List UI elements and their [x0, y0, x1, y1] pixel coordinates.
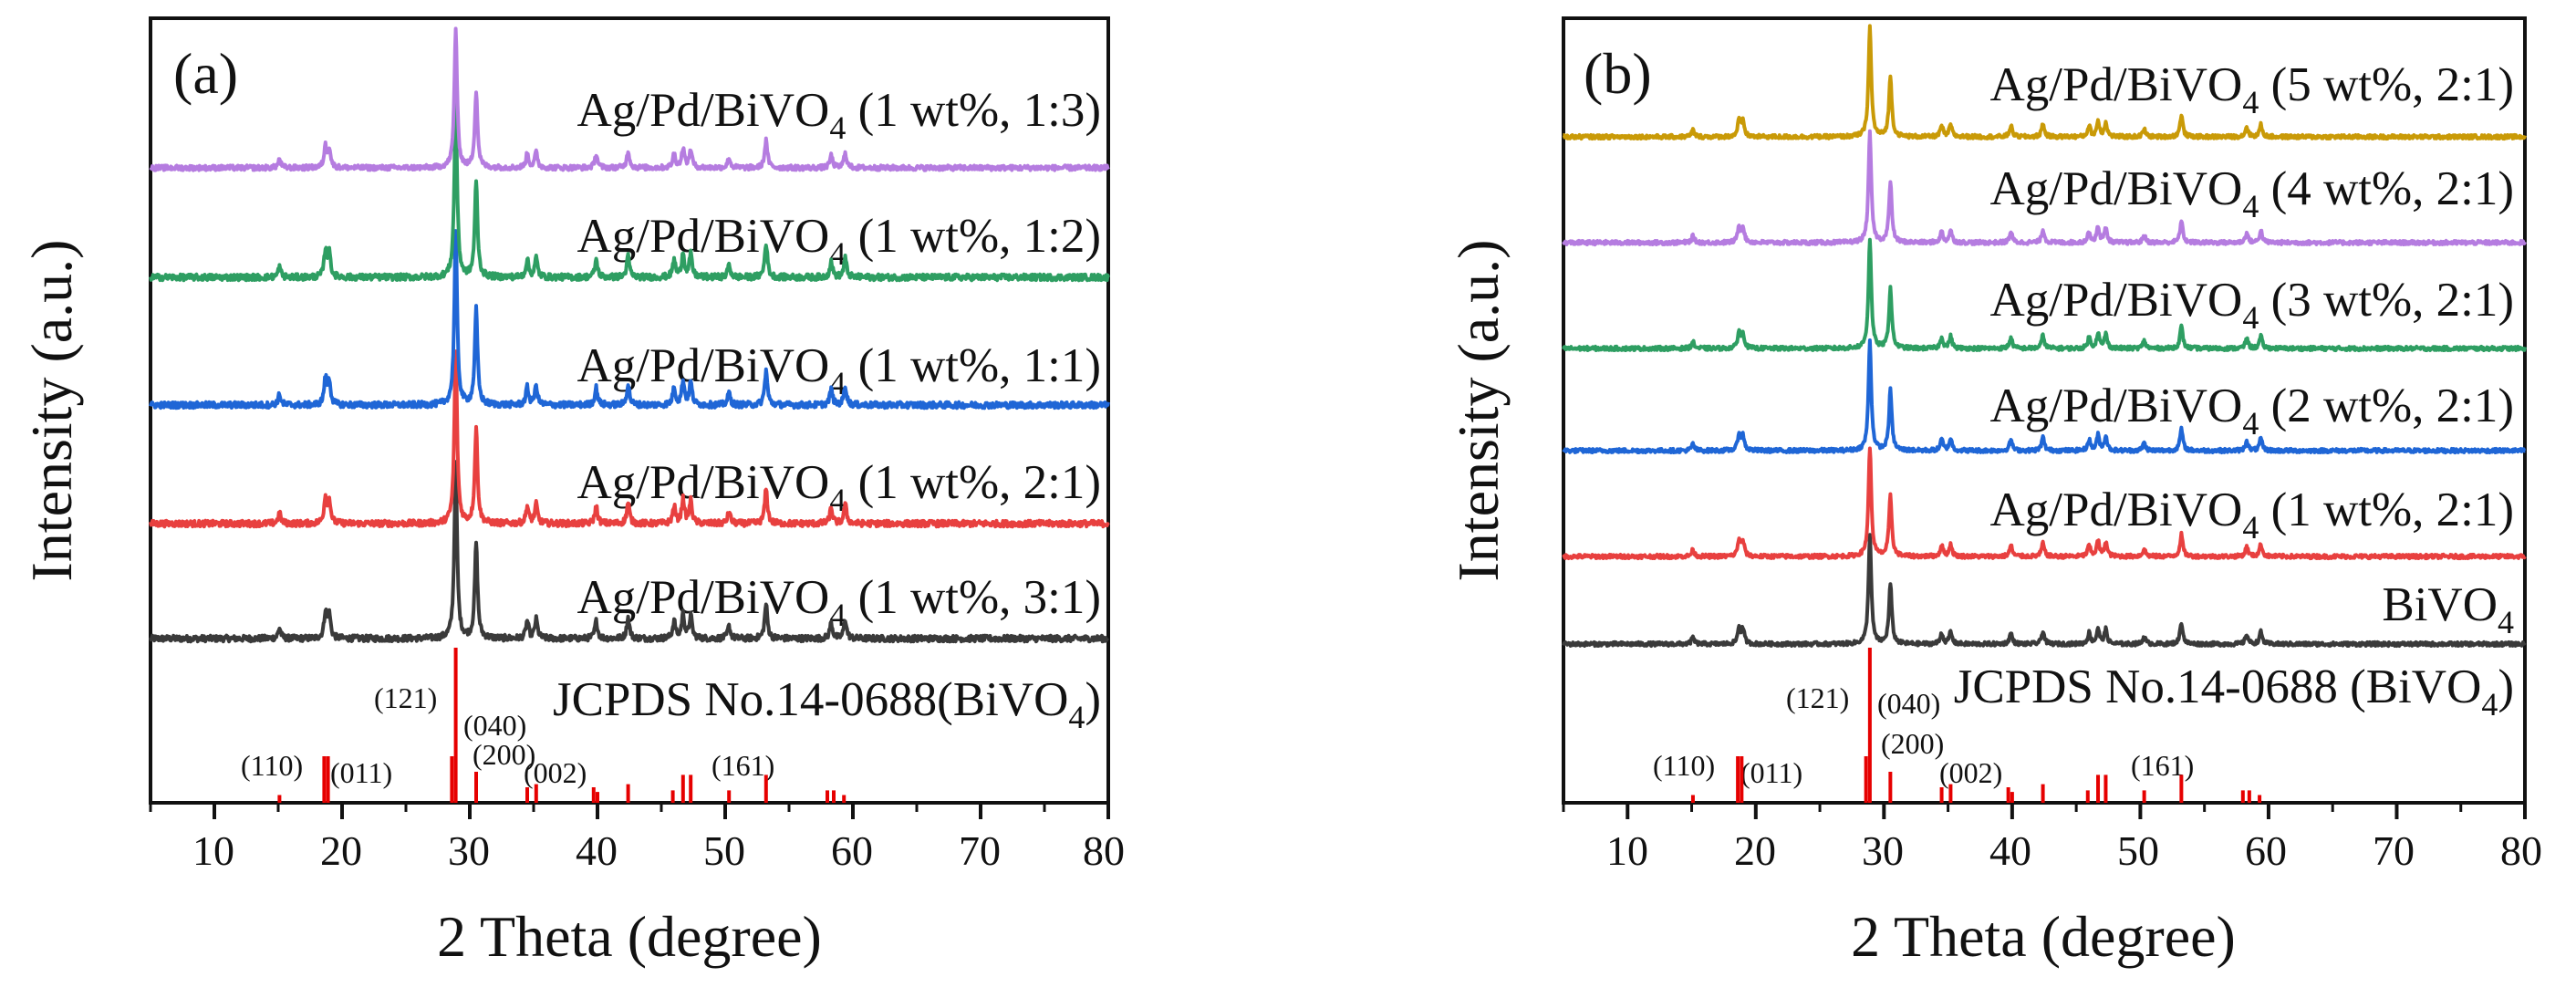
hkl-label: (040): [1877, 687, 1940, 720]
x-tick-label: 30: [448, 827, 490, 874]
panel-b-hkl-labels: (121) (040) (200) (110) (011) (002) (161…: [1653, 681, 2194, 789]
xrd-series-line: [149, 26, 1110, 172]
xrd-series-line: [149, 349, 1110, 529]
xrd-series-line: [149, 460, 1110, 644]
reference-label: JCPDS No.14-0688 (BiVO4): [1954, 660, 2514, 723]
hkl-label: (200): [1881, 727, 1944, 760]
hkl-label: (161): [712, 749, 774, 782]
series-label: Ag/Pd/BiVO4 (1 wt%, 1:2): [576, 210, 1101, 272]
x-axis-title: 2 Theta (degree): [437, 904, 822, 969]
xrd-series-line: [1562, 237, 2527, 353]
xrd-series-line: [149, 229, 1110, 411]
panel-a-series-labels: Ag/Pd/BiVO4 (1 wt%, 1:3) Ag/Pd/BiVO4 (1 …: [553, 84, 1101, 735]
hkl-label: (002): [1939, 756, 2002, 789]
x-tick-label: 50: [703, 827, 745, 874]
chart-marks: [149, 24, 2527, 819]
x-tick-label: 70: [959, 827, 1001, 874]
y-axis-title: Intensity (a.u.): [19, 240, 84, 582]
hkl-label: (161): [2131, 749, 2194, 782]
hkl-label: (121): [1786, 681, 1849, 714]
x-tick-label: 40: [576, 827, 618, 874]
hkl-label: (011): [1740, 756, 1802, 789]
series-label: Ag/Pd/BiVO4 (3 wt%, 2:1): [1989, 274, 2514, 336]
hkl-label: (110): [1653, 749, 1715, 782]
series-label: Ag/Pd/BiVO4 (2 wt%, 2:1): [1989, 379, 2514, 442]
y-axis-title: Intensity (a.u.): [1446, 240, 1511, 582]
hkl-label: (002): [524, 756, 587, 789]
panel-b-title: (b): [1584, 41, 1652, 106]
xrd-series-line: [1562, 446, 2527, 561]
series-label: BiVO4: [2382, 578, 2514, 640]
panel-a-title: (a): [173, 41, 238, 106]
panel-a-x-ticks: 10 20 30 40 50 60 70 80: [192, 827, 1125, 874]
series-label: Ag/Pd/BiVO4 (1 wt%, 1:3): [576, 84, 1101, 146]
reference-label: JCPDS No.14-0688(BiVO4): [553, 673, 1101, 735]
x-tick-label: 80: [2500, 827, 2542, 874]
series-label: Ag/Pd/BiVO4 (1 wt%, 2:1): [1989, 483, 2514, 546]
panel-a: (a) Ag/Pd/BiVO4 (1 wt%, 1:3) Ag/Pd/BiVO4…: [19, 16, 1125, 969]
x-tick-label: 70: [2373, 827, 2415, 874]
xrd-series-line: [1562, 129, 2527, 247]
hkl-label: (011): [330, 756, 392, 789]
x-tick-label: 20: [320, 827, 362, 874]
series-label: Ag/Pd/BiVO4 (5 wt%, 2:1): [1989, 58, 2514, 120]
series-label: Ag/Pd/BiVO4 (1 wt%, 3:1): [576, 571, 1101, 633]
series-label: Ag/Pd/BiVO4 (4 wt%, 2:1): [1989, 162, 2514, 224]
hkl-label: (200): [473, 738, 535, 771]
x-tick-label: 30: [1862, 827, 1904, 874]
x-tick-label: 60: [2245, 827, 2287, 874]
x-tick-label: 40: [1989, 827, 2031, 874]
x-tick-label: 10: [1606, 827, 1648, 874]
hkl-label: (110): [241, 749, 303, 782]
x-tick-label: 10: [192, 827, 234, 874]
hkl-label: (121): [374, 681, 437, 714]
x-axis-title: 2 Theta (degree): [1851, 904, 2236, 969]
hkl-label: (040): [463, 709, 526, 742]
xrd-series-line: [1562, 533, 2527, 649]
series-label: Ag/Pd/BiVO4 (1 wt%, 1:1): [576, 339, 1101, 401]
panel-b: (b) Ag/Pd/BiVO4 (5 wt%, 2:1) Ag/Pd/BiVO4…: [1446, 16, 2542, 969]
x-tick-label: 80: [1083, 827, 1125, 874]
x-tick-label: 60: [831, 827, 873, 874]
xrd-series-line: [1562, 24, 2527, 141]
series-label: Ag/Pd/BiVO4 (1 wt%, 2:1): [576, 456, 1101, 518]
panel-b-series-labels: Ag/Pd/BiVO4 (5 wt%, 2:1) Ag/Pd/BiVO4 (4 …: [1954, 58, 2514, 723]
xrd-series-line: [149, 101, 1110, 283]
x-tick-label: 50: [2117, 827, 2159, 874]
xrd-series-line: [1562, 338, 2527, 455]
x-tick-label: 20: [1734, 827, 1776, 874]
panel-b-x-ticks: 10 20 30 40 50 60 70 80: [1606, 827, 2542, 874]
panel-a-hkl-labels: (121) (040) (200) (110) (011) (002) (161…: [241, 681, 774, 789]
